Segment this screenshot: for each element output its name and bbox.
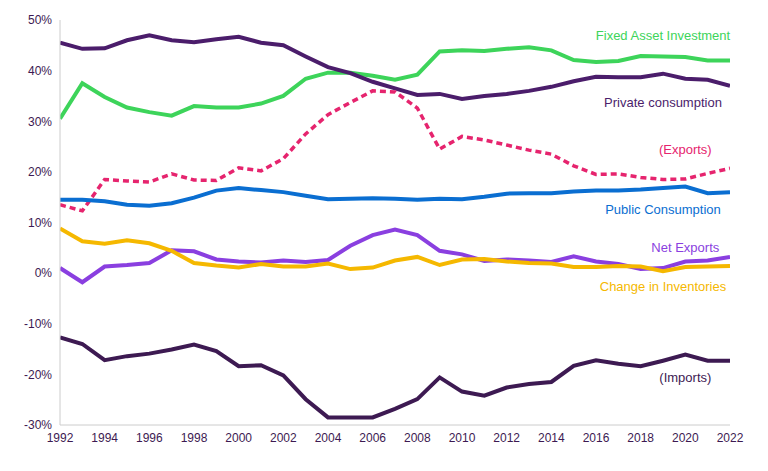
svg-text:Public Consumption: Public Consumption: [605, 202, 721, 217]
svg-text:Private consumption: Private consumption: [604, 95, 722, 110]
svg-text:(Exports): (Exports): [659, 142, 712, 157]
svg-text:-20%: -20%: [24, 368, 52, 382]
svg-text:2006: 2006: [359, 431, 386, 445]
svg-text:-10%: -10%: [24, 317, 52, 331]
svg-text:2016: 2016: [583, 431, 610, 445]
svg-text:Change in Inventories: Change in Inventories: [600, 279, 727, 294]
svg-text:2000: 2000: [225, 431, 252, 445]
svg-text:2002: 2002: [270, 431, 297, 445]
svg-text:2008: 2008: [404, 431, 431, 445]
svg-text:2022: 2022: [717, 431, 744, 445]
svg-text:Fixed Asset Investment: Fixed Asset Investment: [596, 28, 731, 43]
svg-text:1998: 1998: [181, 431, 208, 445]
svg-text:-30%: -30%: [24, 418, 52, 432]
svg-text:(Imports): (Imports): [659, 370, 711, 385]
svg-text:1992: 1992: [47, 431, 74, 445]
svg-text:10%: 10%: [28, 216, 52, 230]
svg-text:1996: 1996: [136, 431, 163, 445]
svg-text:50%: 50%: [28, 13, 52, 27]
svg-text:1994: 1994: [91, 431, 118, 445]
svg-text:2020: 2020: [672, 431, 699, 445]
svg-text:2004: 2004: [315, 431, 342, 445]
svg-text:2018: 2018: [627, 431, 654, 445]
svg-text:30%: 30%: [28, 115, 52, 129]
svg-text:2010: 2010: [449, 431, 476, 445]
svg-text:2012: 2012: [493, 431, 520, 445]
svg-text:20%: 20%: [28, 165, 52, 179]
svg-text:40%: 40%: [28, 64, 52, 78]
svg-text:Net Exports: Net Exports: [651, 240, 719, 255]
svg-text:0%: 0%: [35, 266, 53, 280]
svg-text:2014: 2014: [538, 431, 565, 445]
